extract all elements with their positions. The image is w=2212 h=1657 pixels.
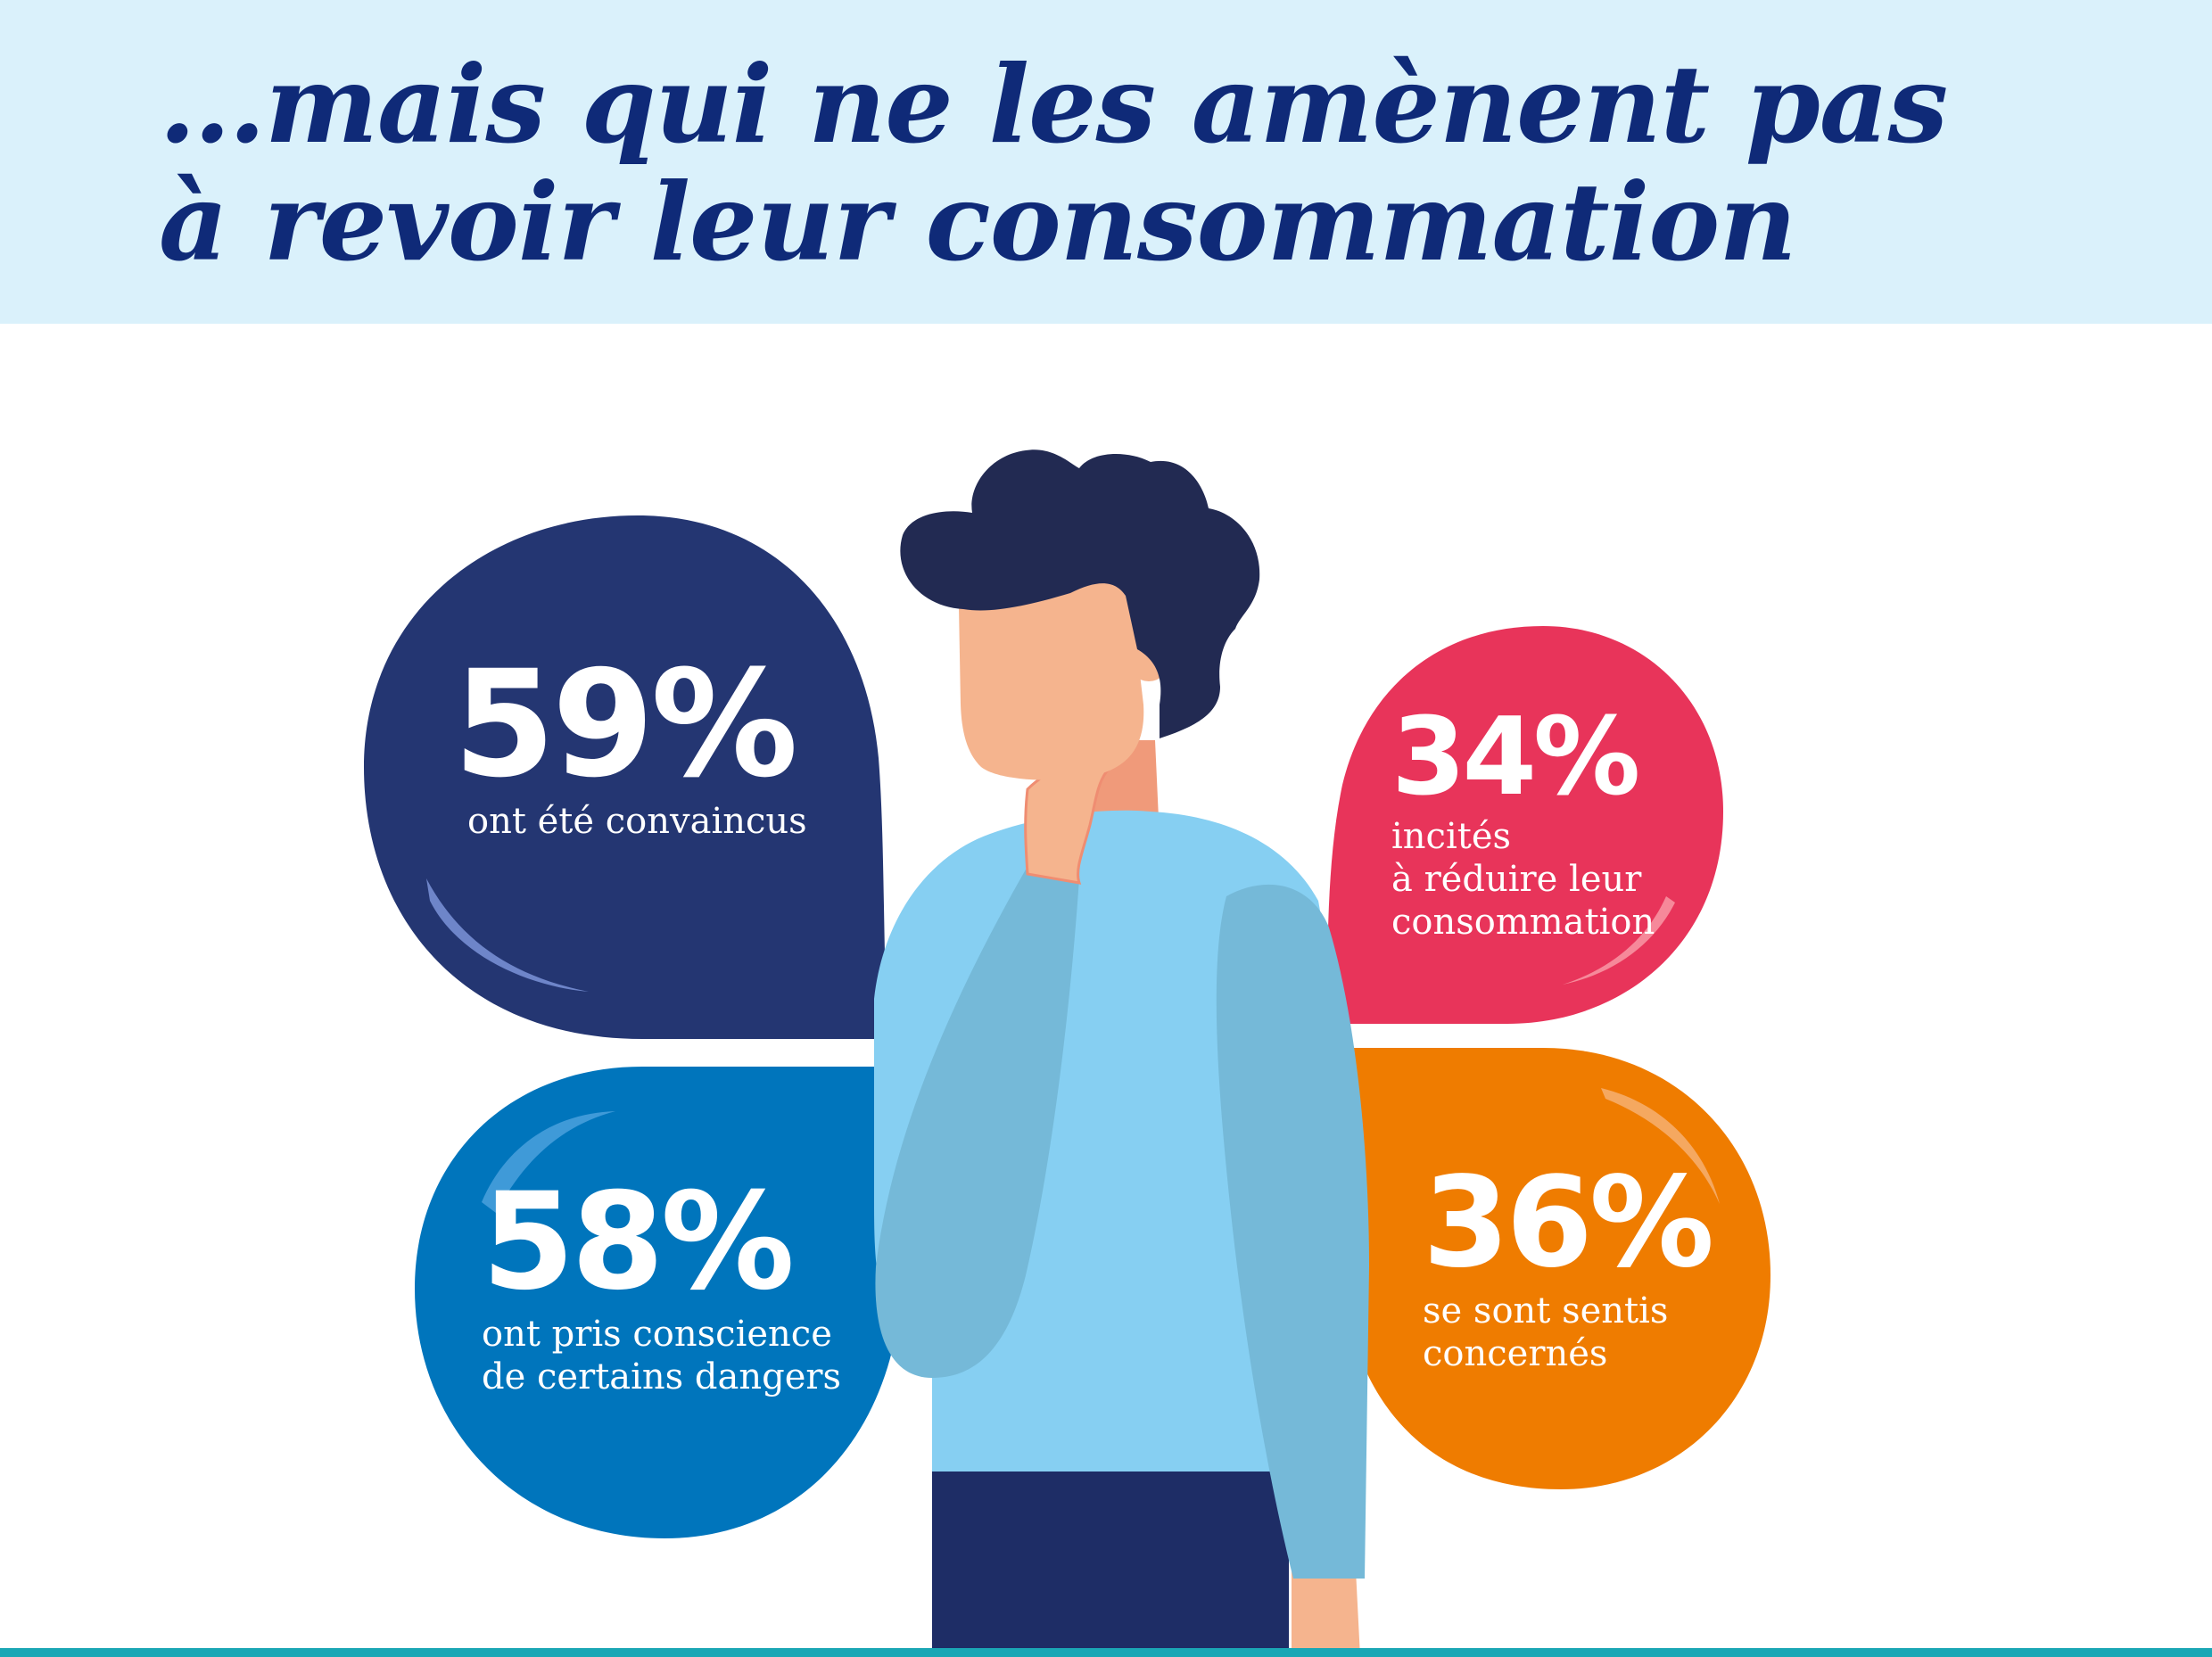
stat-convinced-label: ont été convaincus xyxy=(467,801,807,842)
bubble-aware xyxy=(415,1067,903,1538)
stat-aware-label: ont pris conscience de certains dangers xyxy=(482,1314,842,1397)
bubble-reduce-highlight xyxy=(1563,896,1675,985)
hair xyxy=(900,449,1260,738)
bottom-accent-line xyxy=(0,1648,2212,1657)
stat-convinced: 59% ont été convaincus xyxy=(453,651,807,843)
stat-aware-value: 58% xyxy=(482,1165,795,1320)
bubble-convinced-highlight xyxy=(426,878,589,992)
stat-reduce: 34% incités à réduire leur consommation xyxy=(1391,705,1655,944)
stat-concerned-value: 36% xyxy=(1423,1150,1714,1296)
bubble-concerned-highlight xyxy=(1601,1088,1720,1204)
stat-concerned-label: se sont sentis concernés xyxy=(1423,1290,1669,1374)
page-title-line-2: à revoir leur consommation xyxy=(159,160,1797,285)
stat-reduce-value: 34% xyxy=(1391,696,1640,820)
header-banner xyxy=(0,0,2212,324)
stat-aware: 58% ont pris conscience de certains dang… xyxy=(482,1175,841,1398)
bubble-concerned xyxy=(1333,1048,1770,1489)
page-title: …mais qui ne les amènent pas à revoir le… xyxy=(159,42,1948,285)
sleeve-left xyxy=(875,870,1079,1378)
bubble-aware-highlight xyxy=(482,1111,615,1213)
stat-concerned: 36% se sont sentis concernés xyxy=(1423,1150,1714,1375)
right-hand xyxy=(1292,1570,1360,1657)
bubble-reduce xyxy=(1327,626,1723,1024)
stat-convinced-value: 59% xyxy=(453,639,798,810)
page-title-line-1: …mais qui ne les amènent pas xyxy=(159,42,1948,168)
bubble-convinced xyxy=(364,515,887,1039)
stat-reduce-label: incités à réduire leur consommation xyxy=(1391,816,1655,943)
sleeve-right xyxy=(1216,884,1369,1579)
thinking-person xyxy=(874,449,1369,1657)
pants xyxy=(932,1472,1289,1657)
